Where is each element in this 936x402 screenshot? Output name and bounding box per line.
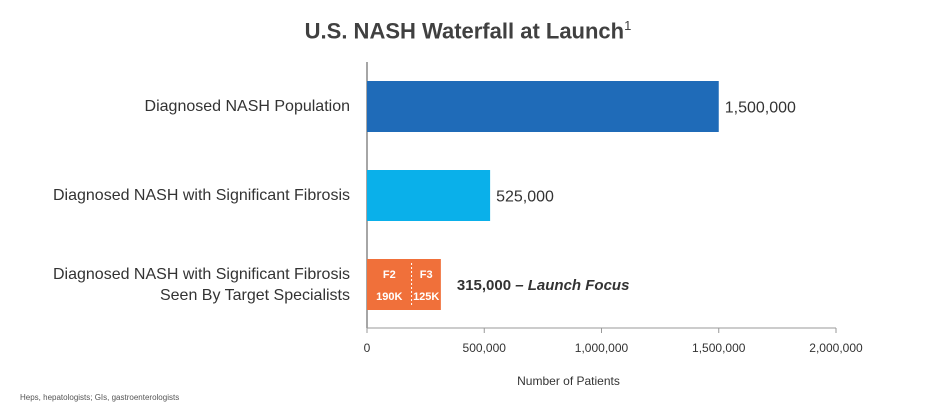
category-label-line: Seen By Target Specialists: [159, 286, 350, 304]
segment-name-label: F2: [383, 269, 396, 281]
footnote: Heps, hepatologists; GIs, gastroenterolo…: [20, 393, 180, 402]
category-label: Diagnosed NASH with Significant Fibrosis…: [53, 264, 350, 306]
category-label: Diagnosed NASH with Significant Fibrosis: [53, 185, 350, 206]
title-footnote-marker: 1: [624, 18, 632, 33]
bar: [367, 170, 491, 221]
x-tick-label: 1,000,000: [575, 341, 629, 355]
segment-name-label: F3: [420, 269, 433, 281]
category-label-line: Diagnosed NASH with Significant Fibrosis: [52, 265, 350, 283]
x-tick-label: 2,000,000: [809, 341, 863, 355]
x-axis-title: Number of Patients: [517, 374, 620, 388]
bar-value-label: 315,000 – Launch Focus: [457, 277, 630, 294]
bar-value-label: 1,500,000: [725, 100, 796, 117]
bar: [367, 81, 719, 132]
category-label-line: Diagnosed NASH with Significant Fibrosis: [52, 187, 350, 204]
x-tick-label: 0: [364, 341, 371, 355]
bar-value-label: 525,000: [496, 189, 554, 206]
category-label: Diagnosed NASH Population: [145, 96, 350, 117]
segment-value-label: 190K: [376, 291, 402, 303]
launch-focus-annotation: – Launch Focus: [515, 277, 629, 294]
x-tick-label: 1,500,000: [692, 341, 746, 355]
bar: [367, 259, 441, 310]
chart-title: U.S. NASH Waterfall at Launch1: [304, 18, 632, 44]
segment-value-label: 125K: [413, 291, 439, 303]
category-label-line: Diagnosed NASH Population: [144, 98, 350, 115]
x-tick-label: 500,000: [463, 341, 507, 355]
